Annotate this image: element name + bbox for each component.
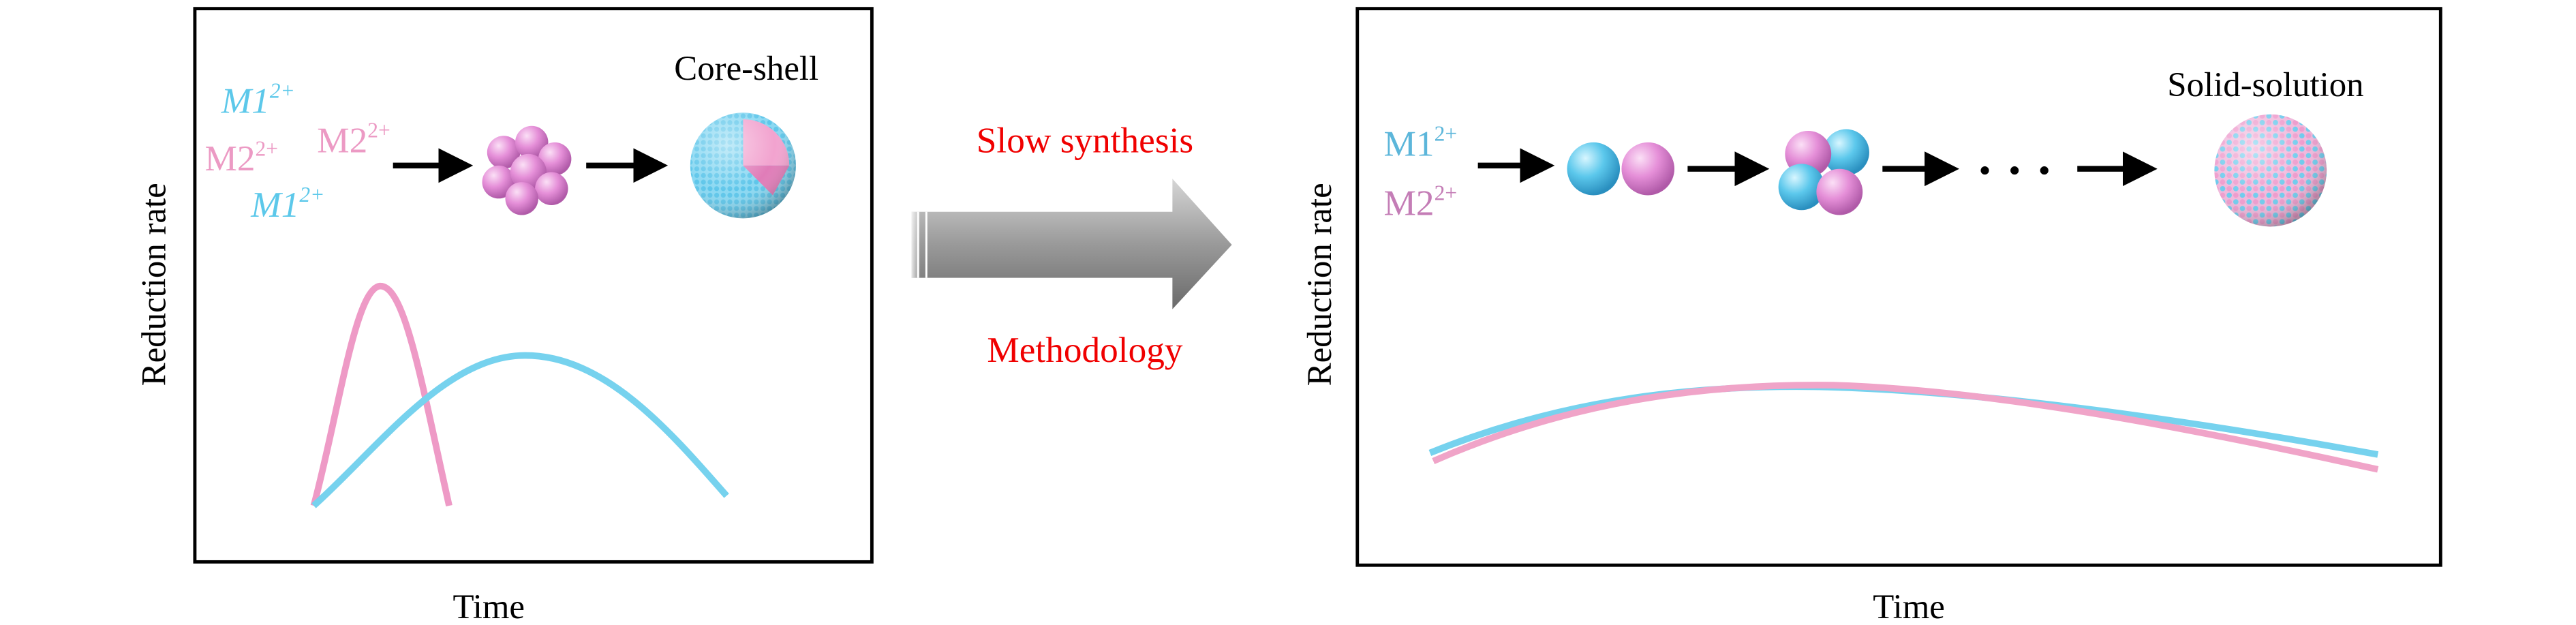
y-label: Reduction rate: [135, 183, 173, 386]
ion-charge: 2+: [1435, 122, 1458, 146]
ion-symbol: M1: [1384, 123, 1435, 164]
y-label: Reduction rate: [1301, 183, 1339, 386]
pink-cluster: [482, 125, 572, 215]
mixed-cluster: [1778, 129, 1869, 215]
method-label: Methodology: [987, 330, 1183, 370]
ion-symbol: M2: [1384, 183, 1435, 224]
cyan-atom: [1567, 142, 1621, 196]
pink-atom: [1621, 142, 1674, 196]
ion-charge: 2+: [299, 183, 324, 207]
ion-label: M22+: [204, 136, 278, 179]
ion-symbol: M2: [317, 120, 367, 160]
ion-symbol: M1: [250, 185, 299, 225]
ion-label: M22+: [1384, 181, 1458, 224]
ion-charge: 2+: [1435, 181, 1458, 205]
ion-label: M22+: [317, 119, 390, 161]
core-shell-sphere: [690, 112, 796, 219]
right-frame: [1355, 7, 2442, 567]
panel-title: Core-shell: [674, 50, 818, 88]
ion-label: M12+: [250, 183, 324, 225]
ion-label: M12+: [221, 78, 295, 121]
method-label: Slow synthesis: [977, 120, 1193, 160]
ion-symbol: M1: [221, 80, 270, 121]
pink-curve: [1432, 382, 2379, 473]
ion-charge: 2+: [367, 119, 390, 142]
cyan-curve: [1428, 383, 2379, 458]
big-arrow: [911, 179, 1232, 309]
panel-title: Solid-solution: [2167, 66, 2363, 104]
ion-label: M12+: [1384, 122, 1458, 164]
x-label: Time: [453, 588, 525, 625]
x-label: Time: [1873, 588, 1945, 625]
left-frame: [193, 7, 874, 564]
ion-symbol: M2: [204, 138, 255, 179]
solid-solution-sphere: [2214, 114, 2327, 227]
ion-charge: 2+: [270, 78, 295, 102]
ellipsis: [1980, 166, 2049, 175]
cyan-curve: [311, 352, 729, 508]
ion-charge: 2+: [256, 136, 279, 160]
